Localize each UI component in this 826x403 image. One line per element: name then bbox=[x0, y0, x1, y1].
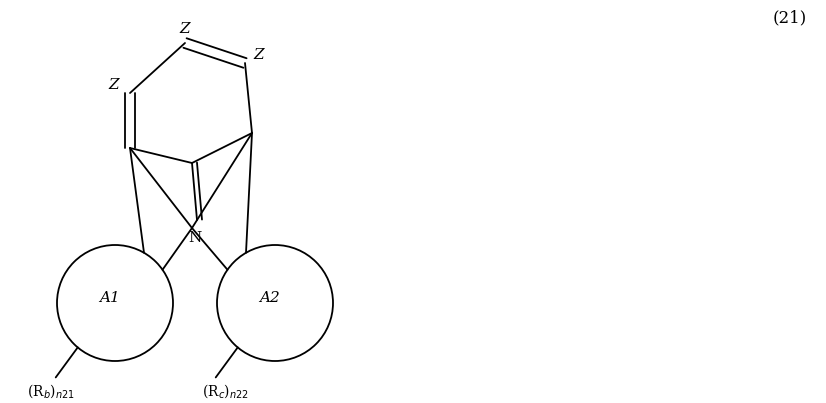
Text: A1: A1 bbox=[100, 291, 121, 305]
Text: A2: A2 bbox=[259, 291, 280, 305]
Text: Z: Z bbox=[180, 22, 190, 36]
Text: Z: Z bbox=[254, 48, 264, 62]
Text: (R$_b$)$_{n21}$: (R$_b$)$_{n21}$ bbox=[27, 382, 74, 400]
Text: N: N bbox=[188, 231, 202, 245]
Text: (R$_c$)$_{n22}$: (R$_c$)$_{n22}$ bbox=[202, 382, 249, 400]
Text: Z: Z bbox=[109, 78, 119, 92]
Text: (21): (21) bbox=[773, 10, 807, 27]
